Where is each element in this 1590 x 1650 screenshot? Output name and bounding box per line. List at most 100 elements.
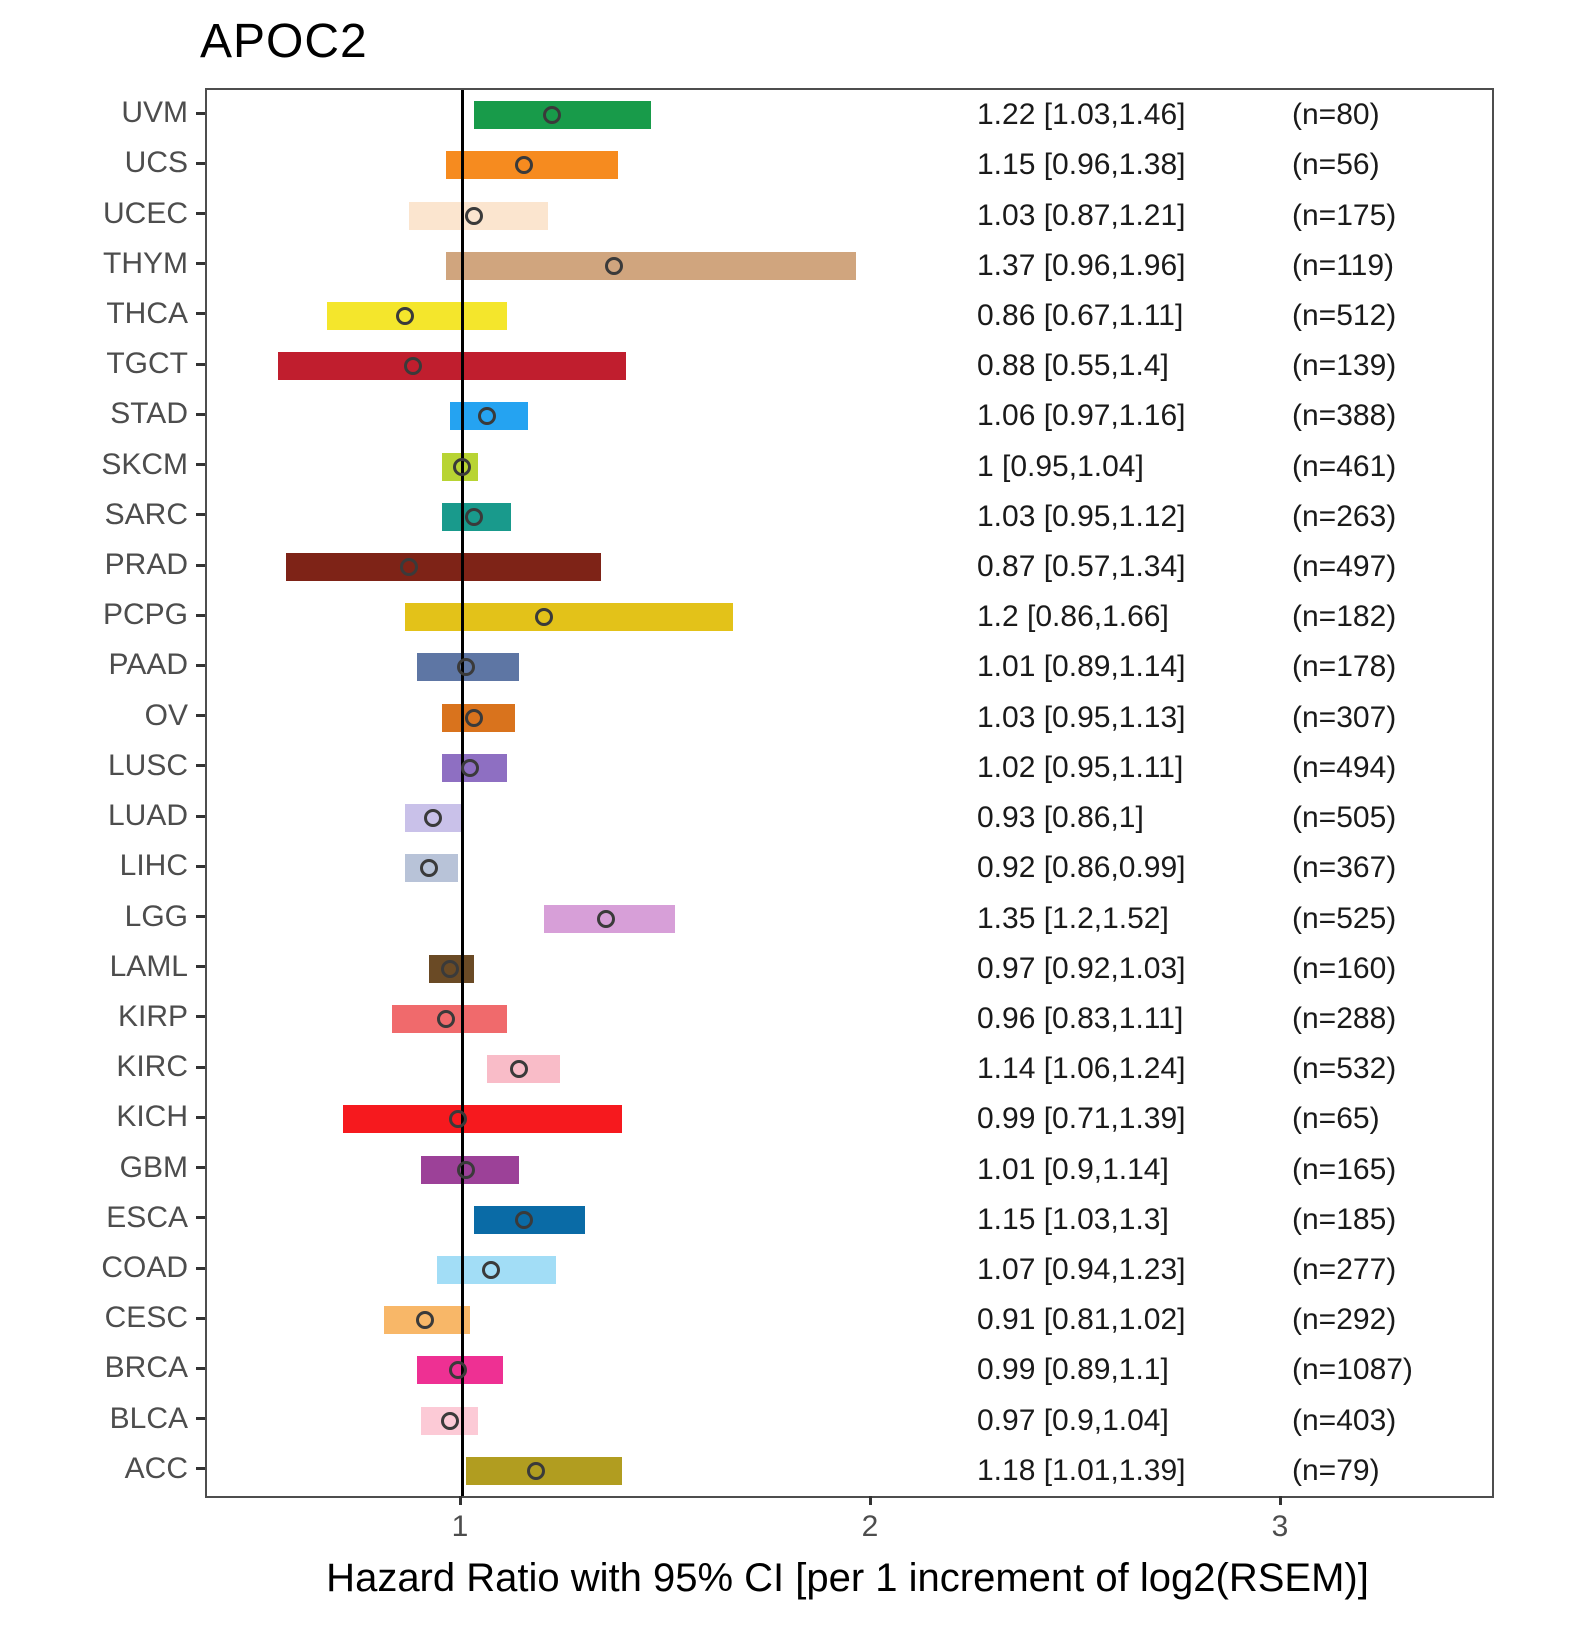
y-axis-label-UVM: UVM: [121, 96, 188, 130]
x-tick-label-2: 2: [861, 1510, 879, 1543]
n-text-LUSC: (n=494): [1292, 750, 1397, 784]
ci-bar-TGCT: [277, 352, 626, 381]
point-estimate-UCEC: [465, 206, 484, 225]
y-tick-CESC: [196, 1316, 205, 1320]
hr-ci-text-LAML: 0.97 [0.92,1.03]: [977, 951, 1186, 985]
y-axis-label-GBM: GBM: [119, 1150, 188, 1184]
n-text-OV: (n=307): [1292, 700, 1397, 734]
ci-bar-PCPG: [404, 603, 733, 632]
n-text-COAD: (n=277): [1292, 1253, 1397, 1287]
point-estimate-UVM: [543, 106, 562, 125]
point-estimate-KIRP: [436, 1009, 455, 1028]
plot-panel: 1.22 [1.03,1.46] (n=80) 1.15 [0.96,1.38] (n…: [205, 88, 1494, 1498]
y-tick-KIRC: [196, 1065, 205, 1069]
point-estimate-STAD: [477, 407, 496, 426]
y-axis-label-THYM: THYM: [103, 246, 188, 280]
point-estimate-THYM: [604, 256, 623, 275]
hr-ci-text-LIHC: 0.92 [0.86,0.99]: [977, 851, 1186, 885]
n-text-THYM: (n=119): [1292, 248, 1395, 282]
ci-bar-THYM: [445, 251, 856, 280]
y-axis-label-SKCM: SKCM: [101, 447, 188, 481]
y-tick-GBM: [196, 1166, 205, 1170]
y-tick-KIRP: [196, 1015, 205, 1019]
y-tick-PAAD: [196, 663, 205, 667]
hr-ci-text-CESC: 0.91 [0.81,1.02]: [977, 1303, 1186, 1337]
y-axis-label-THCA: THCA: [106, 296, 188, 330]
x-tick-2: [868, 1496, 872, 1505]
y-axis-label-KIRC: KIRC: [116, 1050, 188, 1084]
point-estimate-ACC: [526, 1461, 545, 1480]
y-axis-label-PCPG: PCPG: [102, 598, 188, 632]
y-axis-label-ACC: ACC: [124, 1451, 188, 1485]
point-estimate-LUAD: [424, 809, 443, 828]
y-axis-label-TGCT: TGCT: [106, 347, 188, 381]
y-tick-UVM: [196, 111, 205, 115]
point-estimate-COAD: [481, 1261, 500, 1280]
hr-ci-text-GBM: 1.01 [0.9,1.14]: [977, 1152, 1169, 1186]
y-tick-STAD: [196, 412, 205, 416]
y-tick-SKCM: [196, 463, 205, 467]
hr-ci-text-UCEC: 1.03 [0.87,1.21]: [977, 198, 1186, 232]
point-estimate-BRCA: [448, 1361, 467, 1380]
x-tick-label-1: 1: [451, 1510, 469, 1543]
n-text-LAML: (n=160): [1292, 951, 1397, 985]
hr-ci-text-BRCA: 0.99 [0.89,1.1]: [977, 1353, 1169, 1387]
y-tick-LUSC: [196, 764, 205, 768]
y-axis-label-CESC: CESC: [104, 1301, 188, 1335]
hr-ci-text-THYM: 1.37 [0.96,1.96]: [977, 248, 1186, 282]
point-estimate-PCPG: [535, 608, 553, 627]
n-text-PCPG: (n=182): [1292, 600, 1397, 634]
n-text-GBM: (n=165): [1292, 1152, 1397, 1186]
y-axis-label-OV: OV: [144, 698, 188, 732]
point-estimate-KICH: [448, 1110, 467, 1129]
n-text-LUAD: (n=505): [1292, 801, 1397, 835]
y-axis-label-LUSC: LUSC: [107, 748, 188, 782]
y-axis-label-UCEC: UCEC: [102, 196, 188, 230]
reference-line-hr1: [460, 90, 464, 1496]
y-tick-LAML: [196, 965, 205, 969]
hr-ci-text-UCS: 1.15 [0.96,1.38]: [977, 148, 1186, 182]
point-estimate-THCA: [395, 306, 414, 325]
hr-ci-text-PRAD: 0.87 [0.57,1.34]: [977, 550, 1186, 584]
y-tick-LUAD: [196, 814, 205, 818]
y-tick-COAD: [196, 1266, 205, 1270]
n-text-UCEC: (n=175): [1292, 198, 1397, 232]
chart-title: APOC2: [200, 15, 368, 68]
y-tick-ACC: [196, 1467, 205, 1471]
y-axis-label-BLCA: BLCA: [109, 1401, 188, 1435]
n-text-BLCA: (n=403): [1292, 1403, 1397, 1437]
y-tick-PCPG: [196, 613, 205, 617]
hr-ci-text-SKCM: 1 [0.95,1.04]: [977, 449, 1144, 483]
point-estimate-OV: [465, 708, 484, 727]
n-text-SKCM: (n=461): [1292, 449, 1397, 483]
hr-ci-text-BLCA: 0.97 [0.9,1.04]: [977, 1403, 1169, 1437]
n-text-LIHC: (n=367): [1292, 851, 1397, 885]
y-axis-label-BRCA: BRCA: [104, 1351, 188, 1385]
n-text-KIRC: (n=532): [1292, 1052, 1397, 1086]
y-tick-BLCA: [196, 1417, 205, 1421]
hr-ci-text-ACC: 1.18 [1.01,1.39]: [977, 1453, 1186, 1487]
y-tick-THCA: [196, 312, 205, 316]
n-text-TGCT: (n=139): [1292, 349, 1397, 383]
y-axis-label-PAAD: PAAD: [108, 648, 188, 682]
hr-ci-text-STAD: 1.06 [0.97,1.16]: [977, 399, 1186, 433]
y-axis-label-STAD: STAD: [110, 397, 188, 431]
hr-ci-text-PCPG: 1.2 [0.86,1.66]: [977, 600, 1169, 634]
y-tick-TGCT: [196, 362, 205, 366]
ci-bar-THCA: [326, 301, 508, 330]
point-estimate-CESC: [416, 1311, 435, 1330]
hr-ci-text-TGCT: 0.88 [0.55,1.4]: [977, 349, 1169, 383]
hr-ci-text-KIRC: 1.14 [1.06,1.24]: [977, 1052, 1186, 1086]
hr-ci-text-KICH: 0.99 [0.71,1.39]: [977, 1102, 1186, 1136]
hr-ci-text-KIRP: 0.96 [0.83,1.11]: [977, 1001, 1184, 1035]
n-text-ACC: (n=79): [1292, 1453, 1380, 1487]
y-tick-PRAD: [196, 563, 205, 567]
x-axis-title: Hazard Ratio with 95% CI [per 1 incremen…: [326, 1556, 1369, 1600]
point-estimate-SARC: [465, 507, 484, 526]
y-tick-LIHC: [196, 864, 205, 868]
point-estimate-SKCM: [453, 457, 471, 476]
y-tick-UCEC: [196, 212, 205, 216]
ci-bar-UVM: [474, 101, 651, 130]
n-text-UVM: (n=80): [1292, 98, 1380, 132]
